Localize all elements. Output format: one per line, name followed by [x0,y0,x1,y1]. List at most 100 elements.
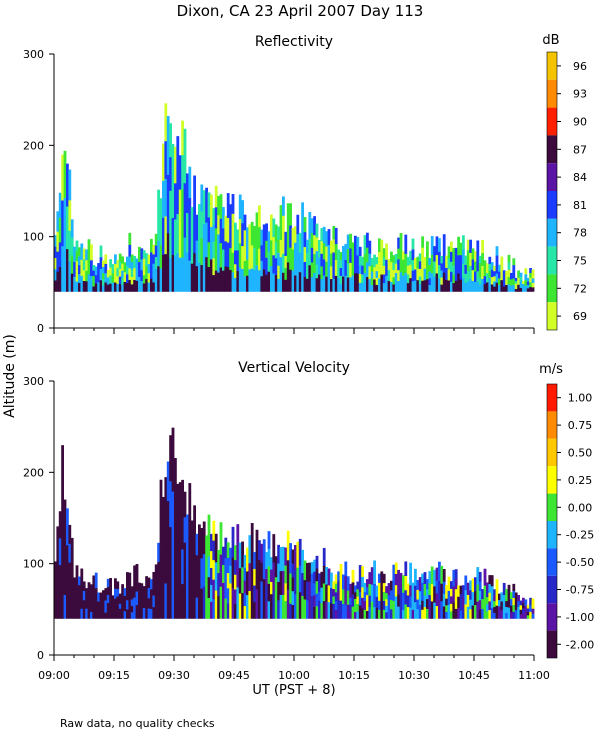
colorbar-swatch [547,521,557,549]
echo-cell [471,259,475,271]
echo-cell [387,606,391,619]
echo-cell [382,609,386,619]
echo-cell [387,280,391,292]
echo-cell [193,175,196,215]
echo-cell [478,571,482,582]
echo-cell [138,261,141,277]
echo-cell [522,288,525,292]
echo-cell [428,278,432,286]
echo-cell [303,276,307,292]
echo-cell [126,590,129,601]
echo-cell [243,230,247,246]
echo-cell [260,260,264,277]
echo-cell [421,600,424,610]
echo-cell [282,570,285,595]
echo-cell [241,567,244,594]
echo-cell [135,604,139,619]
echo-cell [262,598,266,619]
echo-cell [308,599,312,619]
echo-cell [145,607,148,619]
echo-cell [212,520,216,541]
echo-cell [145,576,148,588]
echo-cell [231,213,235,234]
echo-cell [517,606,520,613]
echo-cell [186,549,189,585]
echo-cell [217,572,220,596]
echo-cell [517,284,520,292]
echo-cell [68,599,72,619]
echo-cell [519,280,523,285]
echo-cell [102,279,105,286]
echo-cell [224,266,228,292]
echo-cell [411,280,415,292]
echo-cell [140,583,144,591]
echo-cell [190,585,194,619]
echo-cell [130,284,134,292]
echo-cell [142,596,146,608]
echo-cell [440,255,444,264]
echo-cell [78,601,81,611]
echo-cell [92,575,96,591]
echo-cell [344,561,348,577]
echo-cell [128,590,132,601]
echo-cell [505,270,508,279]
echo-cell [322,259,326,276]
echo-cell [313,559,316,572]
echo-cell [418,261,422,269]
echo-cell [73,591,76,606]
echo-cell [224,240,228,267]
echo-cell [63,570,67,595]
echo-cell [498,612,501,619]
echo-cell [454,569,458,580]
echo-cell [147,254,151,265]
echo-cell [418,604,422,619]
echo-cell [306,265,309,279]
echo-cell [390,580,393,591]
echo-cell [152,263,156,274]
echo-cell [481,608,484,619]
echo-cell [529,277,532,283]
echo-cell [488,592,492,602]
echo-cell [169,572,172,619]
echo-cell [502,275,506,282]
echo-cell [346,576,350,591]
echo-cell [445,279,448,292]
echo-cell [267,583,271,602]
echo-cell [133,586,136,598]
echo-cell [481,239,484,254]
echo-cell [366,262,369,278]
echo-cell [529,604,532,612]
echo-cell [450,281,453,292]
echo-cell [82,280,86,292]
echo-cell [226,266,230,292]
echo-cell [126,256,129,266]
echo-cell [150,589,153,600]
echo-cell [176,213,180,253]
echo-cell [366,610,369,619]
echo-cell [75,260,79,272]
echo-cell [342,574,345,590]
echo-cell [140,597,144,605]
echo-cell [195,576,199,598]
echo-cell [373,266,376,280]
echo-cell [318,609,321,619]
echo-cell [70,564,74,592]
echo-cell [493,600,496,608]
echo-cell [476,567,480,585]
echo-cell [118,608,122,614]
echo-cell [363,235,367,255]
echo-cell [78,264,81,275]
echo-cell [231,252,235,273]
echo-cell [171,217,175,255]
echo-cell [493,595,496,602]
echo-cell [433,276,436,292]
echo-cell [195,533,199,556]
chart-panel-1: Reflectivity3002001000969390878481787572… [23,33,587,335]
echo-cell [517,270,520,278]
echo-cell [210,226,213,260]
echo-cell [438,580,441,600]
echo-cell [392,262,396,270]
echo-cell [363,591,367,601]
echo-cell [219,242,223,268]
echo-cell [411,591,415,601]
